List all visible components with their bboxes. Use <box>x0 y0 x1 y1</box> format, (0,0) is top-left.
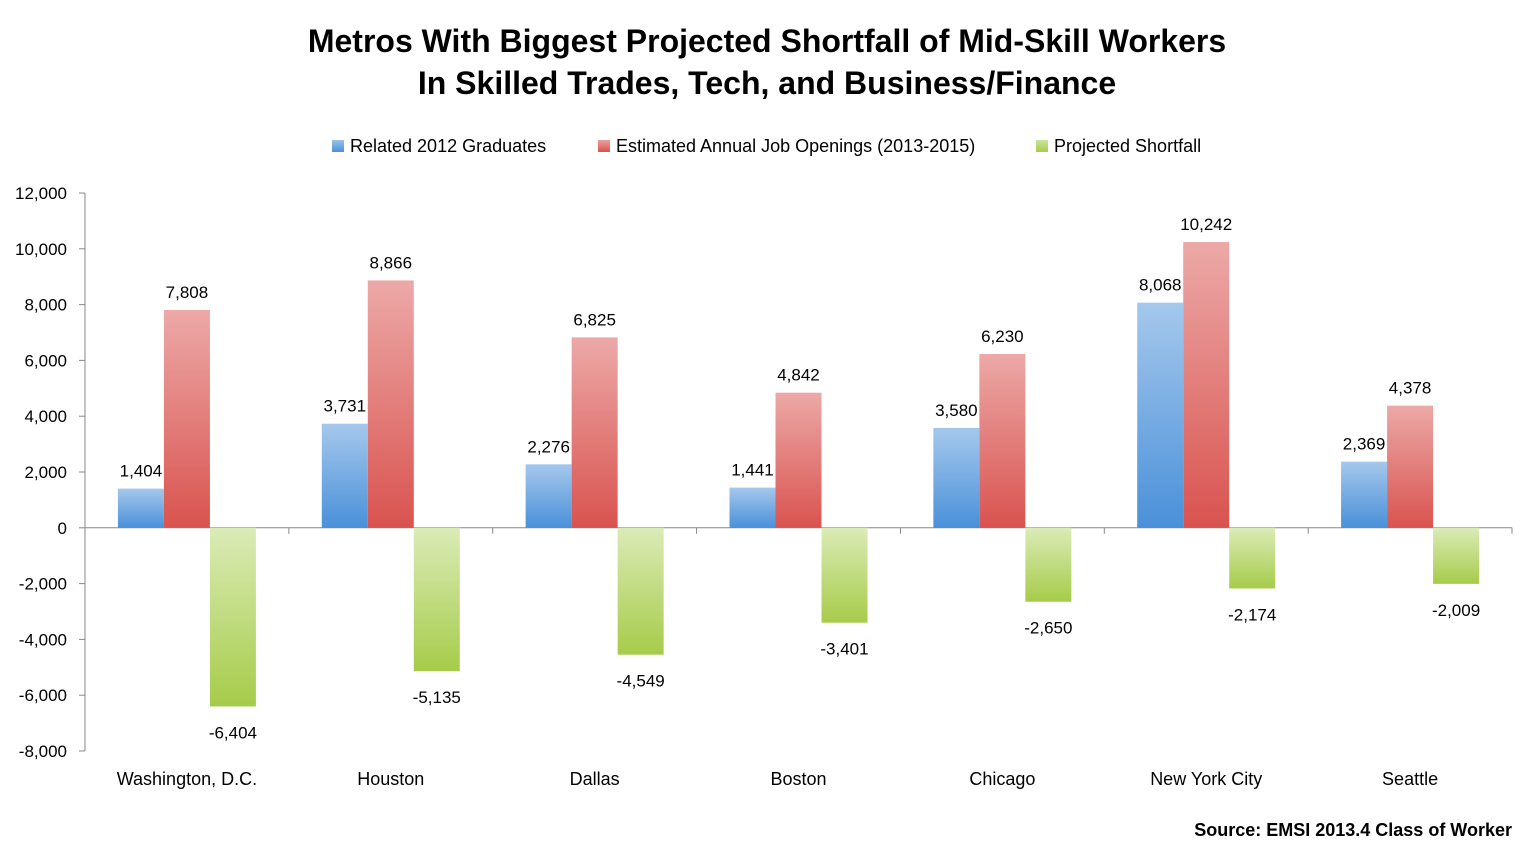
x-category-label: Houston <box>357 769 424 789</box>
source-note: Source: EMSI 2013.4 Class of Worker <box>1194 820 1512 840</box>
x-category-label: Boston <box>770 769 826 789</box>
y-tick-label: -4,000 <box>19 630 67 649</box>
chart-subtitle: In Skilled Trades, Tech, and Business/Fi… <box>417 65 1117 101</box>
x-category-label: Chicago <box>969 769 1035 789</box>
chart-legend: Related 2012 Graduates Estimated Annual … <box>0 134 1534 158</box>
data-label: 2,276 <box>527 437 570 456</box>
y-tick-label: 2,000 <box>24 463 67 482</box>
data-label: 6,825 <box>573 310 616 329</box>
bar-1-1 <box>367 280 414 528</box>
bar-2-6 <box>1433 527 1480 584</box>
bar-2-2 <box>617 527 664 655</box>
y-tick-label: 10,000 <box>15 240 67 259</box>
data-label: 4,378 <box>1389 379 1432 398</box>
legend-swatch-blue <box>332 140 344 152</box>
data-label: 8,068 <box>1139 276 1182 295</box>
bar-0-5 <box>1137 302 1184 528</box>
y-tick-label: -2,000 <box>19 575 67 594</box>
y-tick-label: 4,000 <box>24 407 67 426</box>
y-tick-label: 12,000 <box>15 184 67 203</box>
data-label: -2,650 <box>1024 619 1072 638</box>
bar-2-3 <box>821 527 868 623</box>
bar-0-3 <box>729 487 776 528</box>
bar-1-3 <box>775 392 822 528</box>
data-label: -2,009 <box>1432 601 1480 620</box>
x-category-label: New York City <box>1150 769 1262 789</box>
legend-label: Projected Shortfall <box>1054 135 1202 156</box>
data-label: 3,580 <box>935 401 978 420</box>
legend-item-graduates: Related 2012 Graduates <box>332 134 546 158</box>
data-label: -6,404 <box>209 723 257 742</box>
legend-swatch-green <box>1036 140 1048 152</box>
bar-2-0 <box>209 527 256 707</box>
data-label: 6,230 <box>981 327 1024 346</box>
y-tick-label: 0 <box>58 519 67 538</box>
y-tick-label: 8,000 <box>24 296 67 315</box>
data-label: 2,369 <box>1343 435 1386 454</box>
bar-1-6 <box>1387 405 1434 528</box>
bar-1-2 <box>571 337 618 528</box>
data-label: 8,866 <box>370 253 413 272</box>
y-tick-label: -8,000 <box>19 742 67 761</box>
x-category-label: Seattle <box>1382 769 1438 789</box>
legend-item-shortfall: Projected Shortfall <box>1036 134 1201 158</box>
data-label: 3,731 <box>324 397 367 416</box>
bar-1-5 <box>1183 242 1230 528</box>
bar-2-1 <box>413 527 460 672</box>
data-label: -4,549 <box>617 672 665 691</box>
data-label: 1,404 <box>120 462 163 481</box>
x-category-label: Dallas <box>570 769 620 789</box>
chart-title: Metros With Biggest Projected Shortfall … <box>307 23 1227 59</box>
bar-2-4 <box>1025 527 1072 602</box>
bar-0-4 <box>933 427 980 528</box>
y-tick-label: 6,000 <box>24 351 67 370</box>
y-tick-label: -6,000 <box>19 686 67 705</box>
legend-item-job-openings: Estimated Annual Job Openings (2013-2015… <box>598 134 975 158</box>
data-label: -5,135 <box>413 688 461 707</box>
data-label: -2,174 <box>1228 605 1276 624</box>
data-label: 4,842 <box>777 366 820 385</box>
x-category-label: Washington, D.C. <box>117 769 257 789</box>
bar-1-4 <box>979 353 1026 528</box>
data-label: -3,401 <box>820 640 868 659</box>
bar-0-0 <box>117 488 164 528</box>
bar-0-2 <box>525 464 572 528</box>
data-label: 1,441 <box>731 461 774 480</box>
data-label: 7,808 <box>166 283 209 302</box>
data-label: 10,242 <box>1180 215 1232 234</box>
legend-label: Estimated Annual Job Openings (2013-2015… <box>616 135 976 156</box>
legend-swatch-red <box>598 140 610 152</box>
bar-2-5 <box>1229 527 1276 589</box>
legend-label: Related 2012 Graduates <box>350 135 547 156</box>
bar-1-0 <box>163 309 210 528</box>
bar-0-1 <box>321 423 368 528</box>
bar-0-6 <box>1341 461 1388 528</box>
